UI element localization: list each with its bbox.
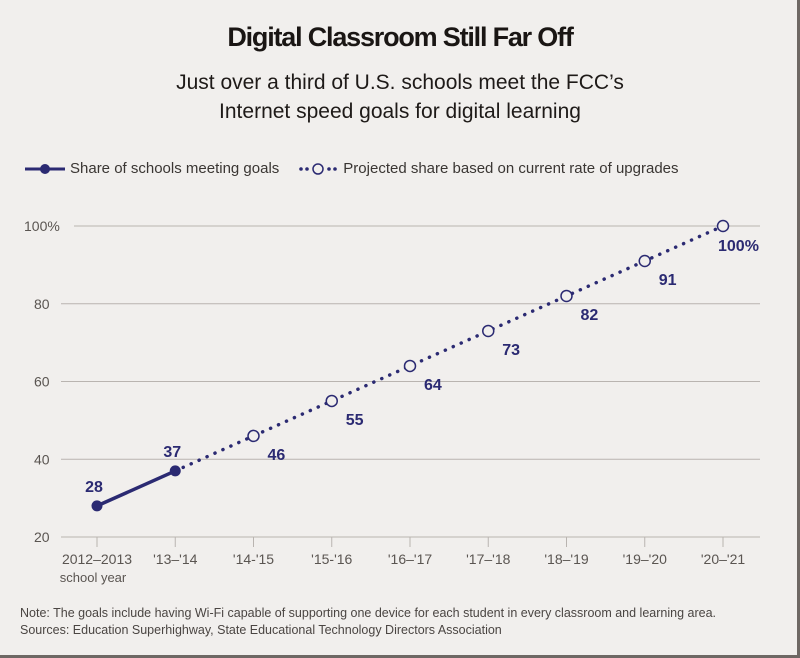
- data-point-projected: [716, 219, 730, 233]
- data-point-projected: [638, 254, 651, 268]
- x-tick-label: '15-'16: [311, 551, 352, 567]
- data-point-projected: [560, 289, 573, 303]
- x-tick-label: '16–'17: [388, 551, 432, 567]
- series: [91, 219, 730, 512]
- data-point-actual: [91, 500, 103, 512]
- data-point-actual: [169, 465, 181, 477]
- data-point-projected: [403, 359, 417, 373]
- data-labels: 28 37 46 55 64 73 82 91 100%: [85, 238, 759, 496]
- footnote: Note: The goals include having Wi-Fi cap…: [20, 605, 716, 639]
- x-tick-label: '20–'21: [701, 551, 745, 567]
- x-axis-sublabel: school year: [60, 570, 127, 585]
- sources-text: Sources: Education Superhighway, State E…: [20, 623, 502, 637]
- x-tick-label: '17–'18: [466, 551, 510, 567]
- data-point-projected: [482, 324, 495, 338]
- y-tick-label: 100%: [24, 218, 60, 234]
- data-label: 28: [85, 479, 103, 496]
- data-point-projected: [247, 429, 260, 443]
- data-point-projected: [325, 394, 338, 408]
- data-label: 100%: [718, 238, 759, 255]
- x-tick-label: '13–'14: [153, 551, 197, 567]
- gridlines: [61, 225, 760, 538]
- legend-label-actual: Share of schools meeting goals: [70, 160, 280, 177]
- y-tick-label: 80: [34, 296, 50, 312]
- legend: Share of schools meeting goals Projected…: [24, 160, 697, 177]
- y-axis-ticks: 20 40 60 80 100%: [24, 218, 60, 545]
- x-tick-label: '14-'15: [233, 551, 274, 567]
- subtitle-line-2: Internet speed goals for digital learnin…: [219, 100, 581, 123]
- series-line-actual: [96, 469, 176, 508]
- x-tick-label: 2012–2013: [62, 551, 132, 567]
- dotted-line-open-marker-icon: [299, 162, 338, 175]
- frame-border-bottom: [0, 655, 800, 658]
- subtitle-line-1: Just over a third of U.S. schools meet t…: [176, 71, 624, 94]
- data-label: 46: [268, 447, 286, 464]
- y-tick-label: 60: [34, 374, 50, 390]
- chart-subtitle: Just over a third of U.S. schools meet t…: [0, 68, 800, 126]
- legend-item-actual: Share of schools meeting goals: [24, 160, 279, 177]
- data-label: 82: [581, 307, 599, 324]
- legend-item-projected: Projected share based on current rate of…: [297, 160, 679, 177]
- x-tick-label: '18–'19: [544, 551, 588, 567]
- data-label: 91: [659, 272, 677, 289]
- data-label: 64: [424, 377, 442, 394]
- chart-title: Digital Classroom Still Far Off: [227, 22, 574, 52]
- x-axis-ticks: 2012–2013 '13–'14 '14-'15 '15-'16 '16–'17 '17…: [60, 537, 745, 585]
- data-label: 37: [163, 444, 181, 461]
- y-tick-label: 20: [34, 529, 50, 545]
- data-label: 55: [346, 412, 364, 429]
- x-tick-label: '19–'20: [623, 551, 667, 567]
- frame-border-right: [797, 0, 800, 658]
- legend-label-projected: Projected share based on current rate of…: [343, 160, 679, 177]
- solid-line-marker-icon: [25, 163, 65, 174]
- note-text: Note: The goals include having Wi-Fi cap…: [20, 606, 717, 620]
- y-tick-label: 40: [34, 451, 50, 467]
- data-label: 73: [502, 342, 520, 359]
